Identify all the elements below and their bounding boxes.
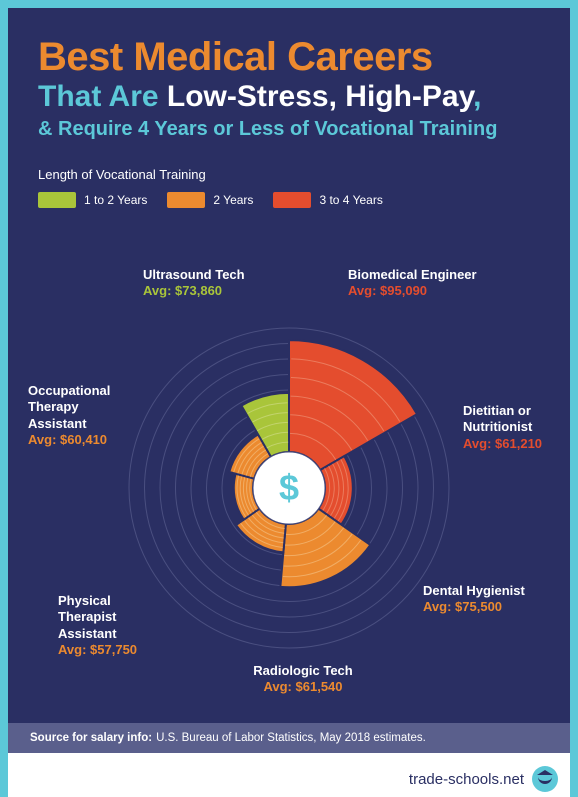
source-text: U.S. Bureau of Labor Statistics, May 201…: [156, 732, 426, 744]
career-label: Dietitian or NutritionistAvg: $61,210: [463, 403, 573, 452]
avg-value: $95,090: [380, 283, 427, 298]
title-2a: That Are: [38, 80, 167, 113]
title-line-3: & Require 4 Years or Less of Vocational …: [38, 118, 540, 141]
legend-label-3: 3 to 4 Years: [319, 193, 382, 207]
source-label: Source for salary info:: [30, 732, 152, 744]
avg-value: $60,410: [60, 432, 107, 447]
logo-icon: [532, 766, 558, 792]
header: Best Medical Careers That Are Low-Stress…: [8, 8, 570, 208]
career-name: Ultrasound Tech: [143, 267, 293, 283]
svg-text:$: $: [279, 467, 299, 508]
avg-label: Avg:: [463, 436, 491, 451]
legend-item: 1 to 2 Years: [38, 192, 147, 208]
career-name: Occupational Therapy Assistant: [28, 383, 138, 432]
legend: 1 to 2 Years 2 Years 3 to 4 Years: [38, 192, 540, 208]
infographic-frame: Best Medical Careers That Are Low-Stress…: [0, 0, 578, 797]
legend-label-2: 2 Years: [213, 193, 253, 207]
avg-value: $57,750: [90, 642, 137, 657]
legend-item: 2 Years: [167, 192, 253, 208]
career-name: Dietitian or Nutritionist: [463, 403, 573, 436]
footer-text: trade-schools.net: [409, 771, 524, 788]
avg-label: Avg:: [423, 599, 451, 614]
title-2c: ,: [473, 80, 481, 113]
title-line-1: Best Medical Careers: [38, 36, 540, 78]
career-label: Radiologic TechAvg: $61,540: [228, 663, 378, 696]
career-name: Physical Therapist Assistant: [58, 593, 168, 642]
legend-item: 3 to 4 Years: [273, 192, 382, 208]
legend-swatch-3: [273, 192, 311, 208]
radial-chart: $ Biomedical EngineerAvg: $95,090Dietiti…: [8, 243, 570, 713]
career-label: Ultrasound TechAvg: $73,860: [143, 267, 293, 300]
career-label: Biomedical EngineerAvg: $95,090: [348, 267, 518, 300]
footer: trade-schools.net: [0, 753, 578, 797]
avg-label: Avg:: [58, 642, 86, 657]
legend-label-1: 1 to 2 Years: [84, 193, 147, 207]
avg-value: $61,540: [296, 679, 343, 694]
career-label: Dental HygienistAvg: $75,500: [423, 583, 573, 616]
avg-label: Avg:: [143, 283, 171, 298]
career-name: Biomedical Engineer: [348, 267, 518, 283]
title-line-2: That Are Low-Stress, High-Pay,: [38, 80, 540, 114]
avg-value: $75,500: [455, 599, 502, 614]
avg-value: $61,210: [495, 436, 542, 451]
avg-label: Avg:: [263, 679, 291, 694]
career-label: Physical Therapist AssistantAvg: $57,750: [58, 593, 168, 658]
legend-swatch-2: [167, 192, 205, 208]
career-name: Dental Hygienist: [423, 583, 573, 599]
avg-value: $73,860: [175, 283, 222, 298]
career-name: Radiologic Tech: [228, 663, 378, 679]
title-2b: Low-Stress, High-Pay: [167, 80, 473, 113]
career-label: Occupational Therapy AssistantAvg: $60,4…: [28, 383, 138, 448]
legend-swatch-1: [38, 192, 76, 208]
avg-label: Avg:: [28, 432, 56, 447]
source-bar: Source for salary info: U.S. Bureau of L…: [8, 723, 570, 753]
avg-label: Avg:: [348, 283, 376, 298]
legend-title: Length of Vocational Training: [38, 167, 540, 182]
